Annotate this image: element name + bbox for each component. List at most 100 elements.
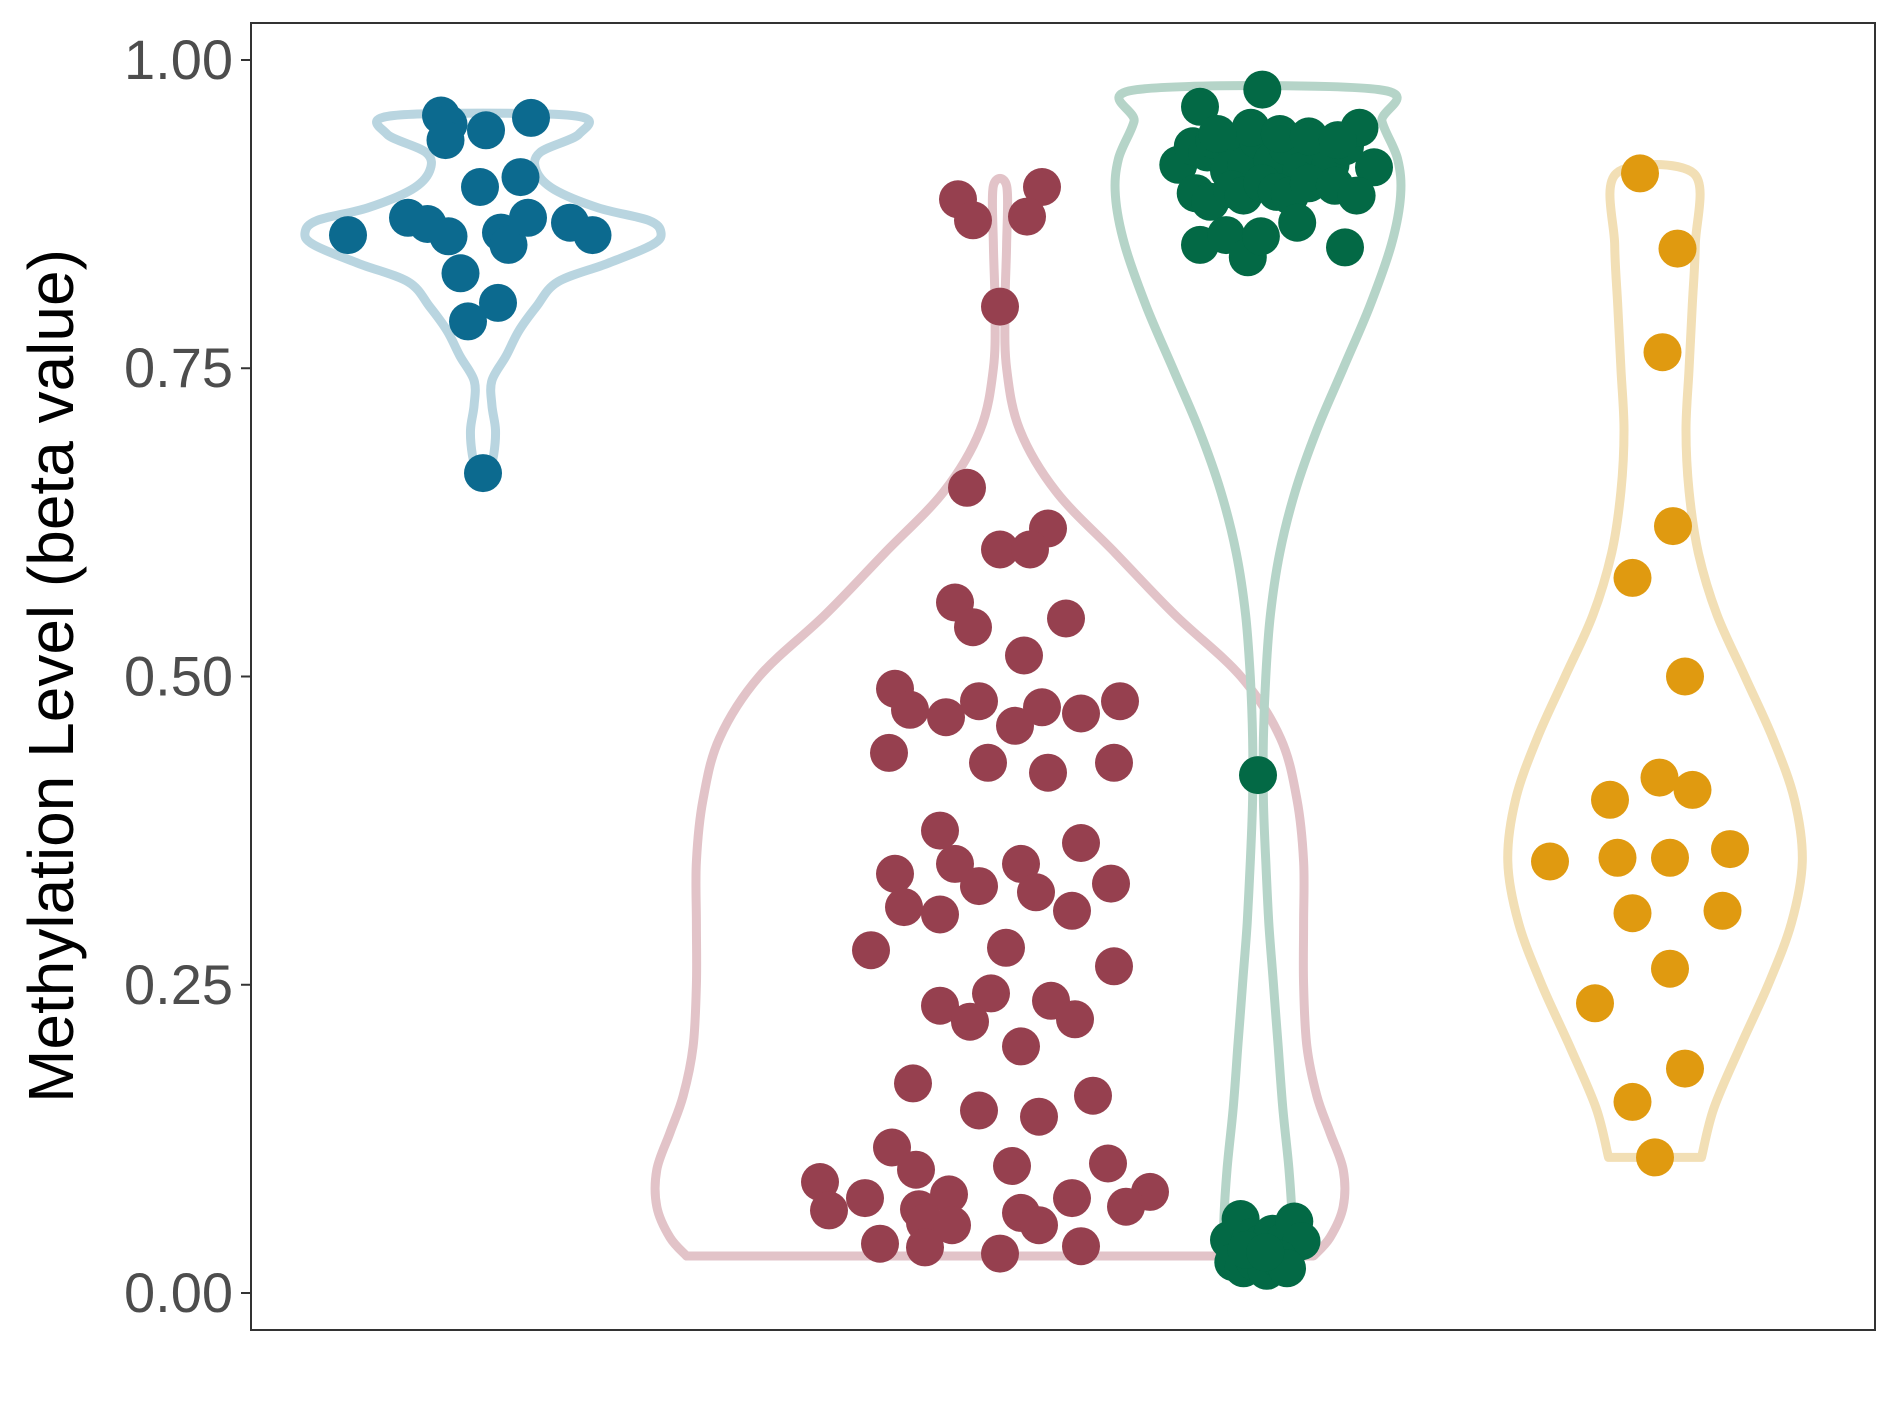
data-point-group-2 bbox=[987, 928, 1025, 967]
data-point-group-2 bbox=[927, 698, 965, 737]
data-point-group-2 bbox=[897, 1150, 935, 1189]
data-point-group-2 bbox=[960, 867, 998, 906]
data-point-group-4 bbox=[1576, 984, 1614, 1023]
data-point-group-2 bbox=[1002, 844, 1040, 883]
data-point-group-4 bbox=[1640, 758, 1679, 797]
data-point-group-2 bbox=[960, 1091, 998, 1130]
violin-outline-1 bbox=[300, 108, 666, 480]
data-point-group-2 bbox=[1095, 743, 1133, 782]
data-point-group-1 bbox=[467, 111, 505, 150]
data-point-group-4 bbox=[1658, 229, 1697, 268]
data-point-group-4 bbox=[1531, 842, 1569, 881]
data-point-group-3 bbox=[1289, 117, 1328, 156]
data-point-group-1 bbox=[479, 283, 517, 322]
y-axis-title: Methylation Level (beta value) bbox=[15, 249, 87, 1103]
data-point-group-2 bbox=[960, 682, 998, 721]
data-point-group-3 bbox=[1260, 115, 1299, 153]
data-point-group-2 bbox=[891, 690, 929, 729]
data-point-group-4 bbox=[1613, 1082, 1652, 1121]
data-point-group-1 bbox=[489, 225, 528, 264]
data-point-group-3 bbox=[1241, 217, 1280, 256]
data-point-group-2 bbox=[906, 1228, 944, 1267]
data-point-group-2 bbox=[948, 468, 986, 507]
data-point-group-2 bbox=[1017, 873, 1055, 912]
data-point-group-2 bbox=[1008, 197, 1046, 236]
data-point-group-2 bbox=[885, 888, 923, 927]
data-point-group-2 bbox=[1101, 682, 1139, 721]
data-point-group-2 bbox=[1047, 599, 1085, 638]
data-point-group-4 bbox=[1651, 838, 1689, 877]
data-point-group-3 bbox=[1326, 228, 1364, 267]
data-point-group-2 bbox=[981, 1234, 1019, 1273]
data-point-group-1 bbox=[329, 216, 367, 255]
data-point-group-2 bbox=[1053, 891, 1091, 930]
data-point-group-2 bbox=[873, 1128, 911, 1167]
data-point-group-4 bbox=[1636, 1138, 1674, 1177]
data-point-group-2 bbox=[1029, 753, 1067, 792]
data-point-group-4 bbox=[1666, 657, 1704, 696]
data-point-group-2 bbox=[1011, 530, 1049, 569]
data-point-group-1 bbox=[501, 158, 540, 197]
data-point-group-2 bbox=[894, 1064, 932, 1103]
data-point-group-2 bbox=[1092, 864, 1130, 903]
data-point-group-2 bbox=[1053, 1179, 1091, 1218]
data-point-group-3 bbox=[1318, 121, 1357, 160]
data-point-group-1 bbox=[426, 121, 465, 160]
data-point-group-2 bbox=[1020, 1206, 1058, 1245]
y-tick-label: 0.75 bbox=[124, 336, 233, 399]
data-point-group-4 bbox=[1621, 154, 1659, 193]
data-point-group-2 bbox=[1005, 636, 1043, 675]
data-point-group-2 bbox=[981, 287, 1019, 326]
data-point-group-4 bbox=[1666, 1049, 1704, 1088]
data-point-group-2 bbox=[1020, 1097, 1058, 1136]
data-point-group-2 bbox=[1095, 947, 1133, 986]
data-point-group-2 bbox=[1023, 168, 1061, 206]
y-axis: 0.00 0.25 0.50 0.75 1.00 bbox=[124, 28, 251, 1324]
data-point-group-3 bbox=[1198, 115, 1237, 153]
data-point-group-2 bbox=[1023, 688, 1061, 727]
data-point-group-2 bbox=[1107, 1187, 1145, 1226]
data-point-group-1 bbox=[441, 254, 480, 293]
data-point-group-1 bbox=[461, 168, 499, 206]
data-point-group-4 bbox=[1703, 891, 1742, 930]
data-point-group-4 bbox=[1598, 838, 1637, 877]
data-point-group-2 bbox=[954, 201, 992, 240]
data-point-group-3 bbox=[1231, 108, 1270, 147]
data-point-group-2 bbox=[810, 1191, 848, 1230]
data-point-group-3 bbox=[1355, 148, 1393, 187]
data-point-group-2 bbox=[1089, 1144, 1127, 1183]
data-points bbox=[329, 70, 1749, 1290]
data-point-group-2 bbox=[993, 1147, 1031, 1185]
data-point-group-4 bbox=[1673, 770, 1712, 809]
violin-outline-4 bbox=[1503, 159, 1807, 1162]
data-point-group-2 bbox=[972, 974, 1010, 1013]
data-point-group-4 bbox=[1711, 830, 1749, 869]
data-point-group-2 bbox=[870, 733, 908, 772]
y-tick-label: 1.00 bbox=[124, 28, 233, 91]
data-point-group-4 bbox=[1613, 558, 1652, 597]
data-point-group-2 bbox=[1062, 694, 1100, 733]
data-point-group-2 bbox=[954, 608, 992, 647]
violin-outline-2 bbox=[650, 173, 1350, 1261]
data-point-group-4 bbox=[1591, 780, 1629, 819]
data-point-group-2 bbox=[921, 895, 959, 934]
data-point-group-2 bbox=[852, 931, 890, 970]
data-point-group-2 bbox=[1056, 1000, 1094, 1039]
data-point-group-1 bbox=[449, 302, 487, 341]
data-point-group-2 bbox=[933, 1206, 971, 1245]
data-point-group-4 bbox=[1643, 333, 1682, 372]
data-point-group-2 bbox=[861, 1224, 899, 1263]
y-tick-label: 0.00 bbox=[124, 1261, 233, 1324]
data-point-group-2 bbox=[921, 986, 959, 1025]
data-point-group-1 bbox=[512, 98, 550, 137]
data-point-group-2 bbox=[1074, 1076, 1112, 1115]
data-point-group-2 bbox=[930, 1175, 968, 1214]
data-point-group-2 bbox=[981, 530, 1019, 569]
data-point-group-1 bbox=[464, 454, 502, 493]
data-point-group-3 bbox=[1181, 87, 1219, 126]
data-point-group-2 bbox=[936, 844, 974, 883]
data-point-group-2 bbox=[1062, 824, 1100, 862]
data-point-group-3 bbox=[1243, 70, 1282, 109]
data-point-group-3 bbox=[1239, 756, 1277, 795]
